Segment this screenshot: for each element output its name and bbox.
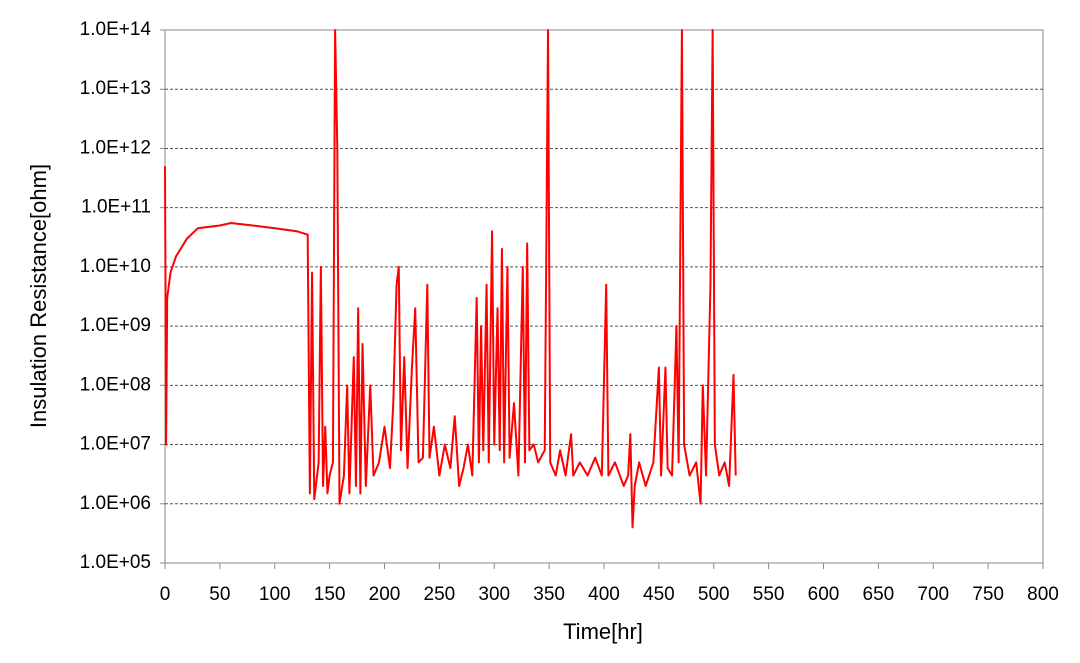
x-tick-label: 500 <box>698 584 730 605</box>
x-tick-label: 450 <box>643 584 675 605</box>
y-tick-label: 1.0E+06 <box>80 493 151 514</box>
x-tick-label: 600 <box>808 584 840 605</box>
x-tick-label: 300 <box>478 584 510 605</box>
y-tick-label: 1.0E+10 <box>80 256 151 277</box>
y-tick-label: 1.0E+11 <box>81 197 151 218</box>
x-tick-label: 650 <box>863 584 895 605</box>
x-tick-label: 250 <box>424 584 456 605</box>
x-tick-label: 0 <box>160 584 171 605</box>
y-axis-label: Insulation Resistance[ohm] <box>26 164 51 428</box>
y-tick-label: 1.0E+07 <box>80 434 151 455</box>
x-tick-label: 50 <box>209 584 230 605</box>
data-line <box>164 29 737 529</box>
y-tick-label: 1.0E+09 <box>80 315 151 336</box>
x-tick-label: 700 <box>917 584 949 605</box>
y-tick-label: 1.0E+12 <box>80 137 151 158</box>
x-tick-label: 550 <box>753 584 785 605</box>
x-tick-label: 800 <box>1027 584 1059 605</box>
x-tick-label: 200 <box>369 584 401 605</box>
y-tick-label: 1.0E+05 <box>80 552 151 573</box>
x-axis-label: Time[hr] <box>563 619 643 644</box>
x-tick-label: 750 <box>972 584 1004 605</box>
x-tick-label: 150 <box>314 584 346 605</box>
x-tick-label: 100 <box>259 584 291 605</box>
y-tick-label: 1.0E+08 <box>80 374 151 395</box>
x-tick-label: 400 <box>588 584 620 605</box>
x-tick-label: 350 <box>533 584 565 605</box>
y-tick-label: 1.0E+13 <box>80 78 151 99</box>
plot-frame <box>164 29 1044 564</box>
y-tick-label: 1.0E+14 <box>80 19 152 40</box>
